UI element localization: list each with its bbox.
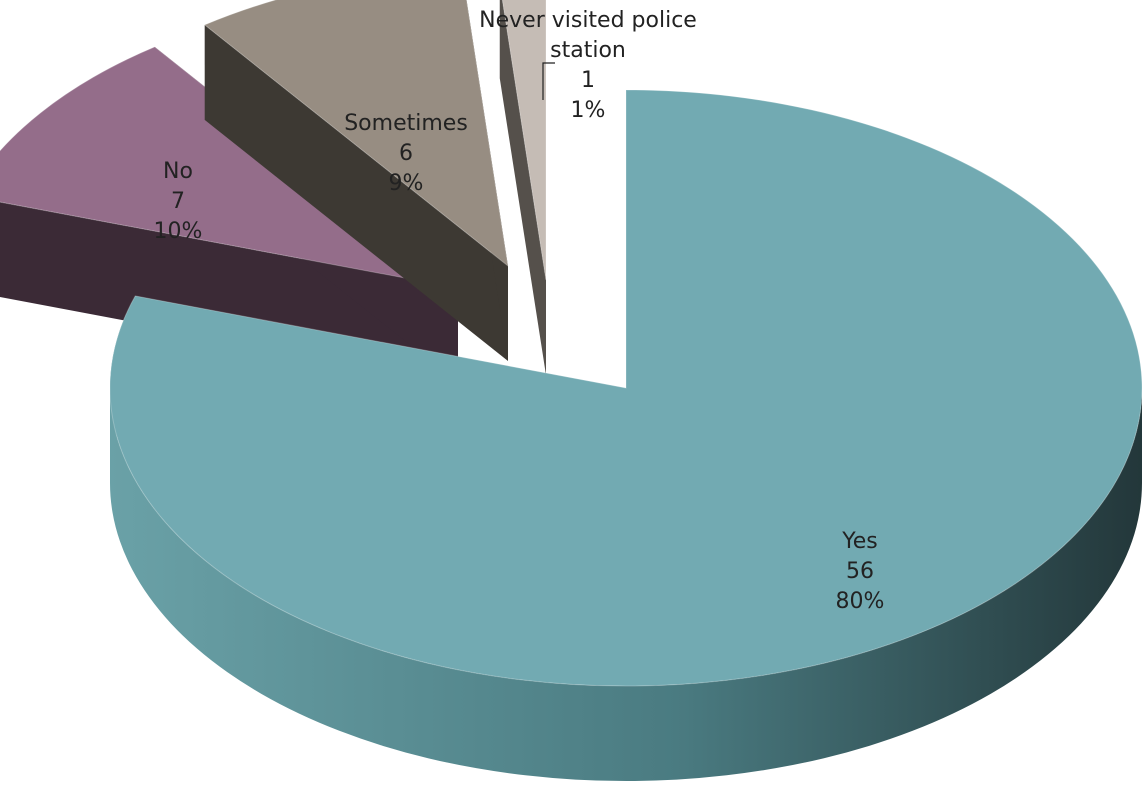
slice-never-visited-police-station (501, 0, 547, 281)
slice-yes (109, 89, 1142, 687)
slice-wall-never-visited-police-station (499, 0, 546, 375)
slice-wall-sometimes (204, 24, 508, 362)
data-label-sometimes: Sometimes 6 9% (344, 111, 468, 196)
data-label-never-visited-police-station: Never visited police station 1 1% (479, 8, 697, 123)
slice-sometimes (203, 0, 509, 268)
data-label-no: No 7 10% (154, 159, 203, 244)
slice-side-yes (110, 388, 1142, 781)
leader-line (542, 62, 555, 100)
data-label-yes: Yes 56 80% (836, 529, 885, 614)
